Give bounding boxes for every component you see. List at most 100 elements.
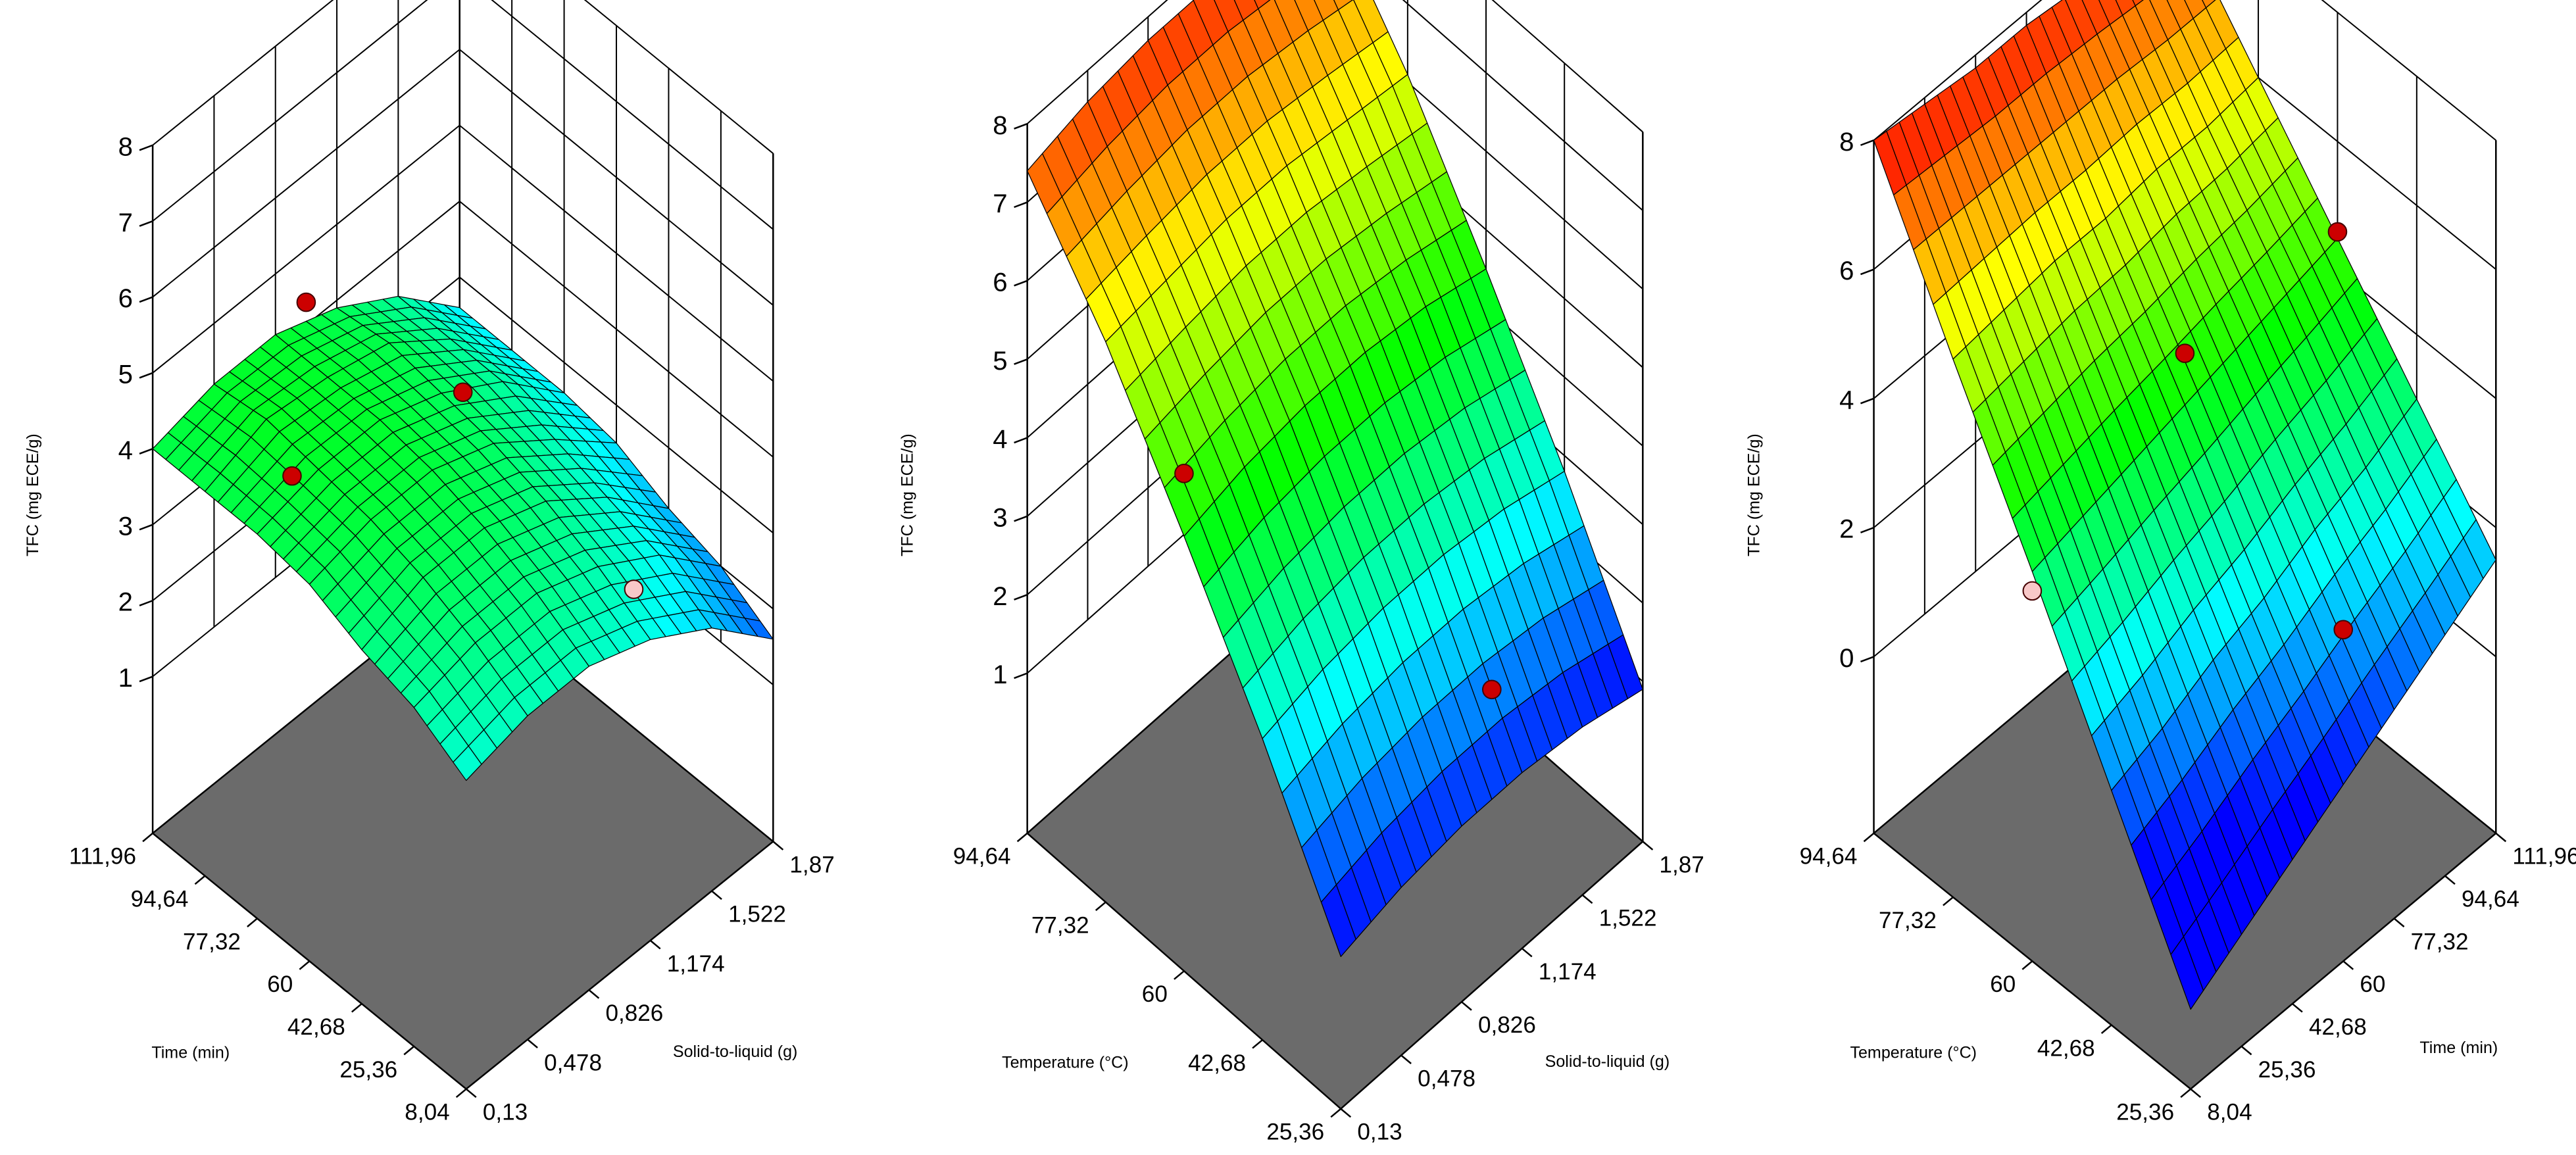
y-tick <box>527 1039 538 1048</box>
y-tick-label: 1,174 <box>1539 959 1597 985</box>
z-tick <box>139 144 153 151</box>
design-point <box>282 466 302 486</box>
z-tick-label: 4 <box>993 424 1007 454</box>
design-point <box>296 292 316 312</box>
x-tick <box>299 960 310 970</box>
y-axis-title: Solid-to-liquid (g) <box>1545 1052 1670 1071</box>
x-tick-label: 94,64 <box>953 844 1011 870</box>
y-tick-label: 77,32 <box>2411 929 2469 954</box>
z-tick-label: 2 <box>1839 514 1854 544</box>
y-tick <box>1521 947 1533 958</box>
y-tick-label: 111,96 <box>2512 844 2576 870</box>
z-tick-label: 1 <box>993 660 1007 689</box>
x-tick-label: 77,32 <box>183 929 241 954</box>
y-tick-label: 1,522 <box>728 902 786 927</box>
z-tick <box>1014 201 1028 209</box>
y-tick <box>772 841 784 850</box>
x-tick <box>194 875 206 885</box>
y-tick <box>1400 1054 1412 1064</box>
wall-grid-line <box>152 48 774 306</box>
z-tick <box>1014 515 1028 522</box>
design-point <box>2327 222 2348 242</box>
x-tick-label: 94,64 <box>131 887 189 912</box>
y-tick <box>649 939 661 950</box>
z-axis-title: TFC (mg ECE/g) <box>24 433 42 556</box>
z-tick <box>139 372 153 379</box>
surface-cell <box>1320 884 1356 957</box>
x-tick-label: 77,32 <box>1031 912 1089 938</box>
y-tick <box>588 989 600 999</box>
y-tick-label: 0,478 <box>544 1050 602 1075</box>
y-tick-label: 1,87 <box>789 852 834 877</box>
z-tick-label: 5 <box>118 360 133 389</box>
z-tick-label: 3 <box>993 503 1007 532</box>
y-tick-label: 1,522 <box>1599 906 1657 931</box>
z-tick-label: 8 <box>118 132 133 161</box>
x-tick-label: 8,04 <box>405 1100 449 1125</box>
z-tick <box>139 599 153 606</box>
x-tick <box>455 1088 467 1098</box>
z-tick-label: 8 <box>1839 127 1854 157</box>
x-tick-label: 42,68 <box>1188 1050 1246 1076</box>
x-tick-label: 77,32 <box>1879 908 1937 933</box>
z-tick <box>1014 122 1028 130</box>
x-tick <box>2021 960 2033 970</box>
y-tick <box>1581 894 1593 904</box>
x-tick <box>2100 1024 2112 1034</box>
surface-cell <box>2170 936 2204 1010</box>
x-tick-label: 25,36 <box>2116 1100 2174 1125</box>
z-tick-label: 5 <box>993 346 1007 376</box>
z-tick-label: 2 <box>993 581 1007 611</box>
y-tick <box>465 1088 477 1098</box>
z-tick-label: 8 <box>993 111 1007 140</box>
x-tick <box>1174 970 1185 980</box>
design-point <box>2175 343 2195 363</box>
z-tick <box>139 296 153 303</box>
z-tick <box>1014 437 1028 444</box>
z-tick <box>1860 656 1874 663</box>
y-tick-label: 0,826 <box>605 1000 663 1026</box>
y-tick-label: 1,174 <box>667 951 725 977</box>
y-tick <box>1340 1108 1352 1118</box>
x-tick <box>142 832 153 843</box>
y-tick <box>1642 841 1654 850</box>
y-tick-label: 8,04 <box>2207 1100 2252 1125</box>
x-axis-title: Temperature (°C) <box>1002 1053 1129 1071</box>
x-tick-label: 42,68 <box>287 1014 345 1040</box>
z-tick <box>1014 280 1028 287</box>
y-tick-label: 0,13 <box>1357 1119 1402 1145</box>
z-tick-label: 6 <box>1839 256 1854 285</box>
y-tick <box>2241 1045 2252 1056</box>
x-tick-label: 94,64 <box>1800 844 1858 870</box>
z-tick-label: 6 <box>993 267 1007 297</box>
y-tick-label: 0,826 <box>1478 1012 1536 1038</box>
y-tick-label: 42,68 <box>2309 1014 2367 1040</box>
y-tick-label: 0,478 <box>1418 1066 1475 1091</box>
z-tick <box>1860 268 1874 276</box>
z-tick <box>1014 672 1028 679</box>
x-tick <box>1016 832 1028 843</box>
y-tick-label: 1,87 <box>1659 852 1704 877</box>
x-tick-label: 25,36 <box>339 1057 397 1083</box>
z-tick-label: 4 <box>118 435 133 465</box>
z-tick <box>1014 593 1028 601</box>
x-tick <box>1863 832 1875 843</box>
z-tick <box>139 448 153 455</box>
z-tick-label: 7 <box>118 208 133 237</box>
x-tick <box>1252 1039 1263 1049</box>
y-tick-label: 25,36 <box>2258 1057 2316 1083</box>
z-tick-label: 4 <box>1839 385 1854 414</box>
surface-cell <box>453 745 482 781</box>
design-point <box>2022 581 2043 601</box>
y-tick <box>711 890 722 900</box>
x-tick <box>403 1045 415 1056</box>
x-tick-label: 25,36 <box>1266 1119 1324 1145</box>
y-tick <box>2495 832 2507 843</box>
z-tick <box>139 524 153 531</box>
z-tick <box>1860 397 1874 405</box>
z-axis-title: TFC (mg ECE/g) <box>899 433 917 556</box>
x-axis-title: Temperature (°C) <box>1850 1043 1977 1062</box>
x-axis-title: Time (min) <box>151 1043 230 1062</box>
